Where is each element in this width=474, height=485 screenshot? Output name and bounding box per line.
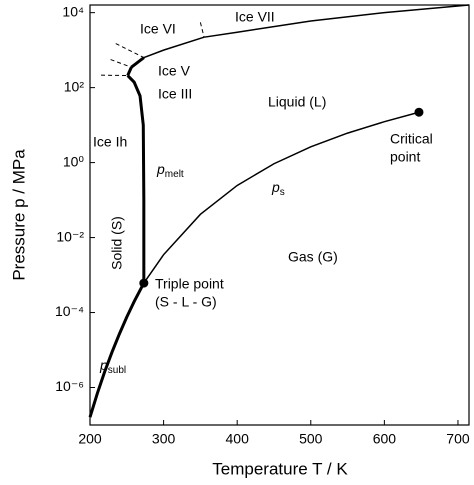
curve-label: psubl bbox=[99, 357, 126, 376]
symbol: p bbox=[271, 179, 280, 195]
annotation: Critical bbox=[390, 131, 433, 147]
y-tick-label: 10⁴ bbox=[62, 3, 84, 19]
phase-boundary bbox=[203, 4, 470, 38]
x-tick-label: 200 bbox=[78, 431, 102, 447]
phase-boundary bbox=[199, 22, 205, 38]
y-axis-label: Pressure p / MPa bbox=[9, 149, 28, 281]
point-marker bbox=[139, 278, 149, 288]
annotation: Ice III bbox=[158, 86, 192, 102]
annotation: Ice VII bbox=[235, 9, 275, 25]
phase-boundary bbox=[143, 36, 205, 59]
symbol: p bbox=[156, 161, 165, 177]
x-tick-label: 500 bbox=[299, 431, 323, 447]
phase-boundary bbox=[126, 66, 133, 77]
annotation: Gas (G) bbox=[288, 249, 338, 265]
y-tick-label: 10⁻⁶ bbox=[55, 378, 84, 394]
y-tick-label: 10² bbox=[64, 78, 85, 94]
point-marker bbox=[414, 107, 424, 117]
annotation: point bbox=[390, 149, 420, 165]
plot-frame bbox=[89, 4, 470, 426]
phase-boundary bbox=[88, 282, 146, 418]
subscript: subl bbox=[108, 365, 126, 376]
phase-boundary bbox=[110, 59, 132, 68]
y-tick-label: 10⁻⁴ bbox=[55, 303, 84, 319]
curve-label: pmelt bbox=[156, 161, 184, 180]
x-tick-label: 600 bbox=[373, 431, 397, 447]
annotation: Triple point bbox=[155, 276, 224, 292]
annotation: Liquid (L) bbox=[268, 94, 326, 110]
symbol: p bbox=[99, 357, 108, 373]
x-axis-label: Temperature T / K bbox=[212, 459, 348, 478]
phase-boundary bbox=[126, 74, 146, 284]
phase-boundary bbox=[130, 56, 145, 69]
x-tick-label: 400 bbox=[226, 431, 250, 447]
annotation: Solid (S) bbox=[109, 216, 125, 270]
annotation: Ice V bbox=[158, 63, 191, 79]
phase-boundary bbox=[115, 43, 145, 59]
x-tick-label: 300 bbox=[152, 431, 176, 447]
y-tick-label: 10⁰ bbox=[63, 153, 85, 169]
annotation: Ice Ih bbox=[93, 134, 127, 150]
subscript: melt bbox=[165, 169, 184, 180]
y-tick-label: 10⁻² bbox=[56, 228, 84, 244]
subscript: s bbox=[280, 187, 285, 198]
x-tick-label: 700 bbox=[446, 431, 470, 447]
annotation: (S - L - G) bbox=[155, 294, 217, 310]
curve-label: ps bbox=[271, 179, 285, 198]
annotation: Ice VI bbox=[140, 21, 176, 37]
phase-boundary bbox=[143, 111, 420, 284]
